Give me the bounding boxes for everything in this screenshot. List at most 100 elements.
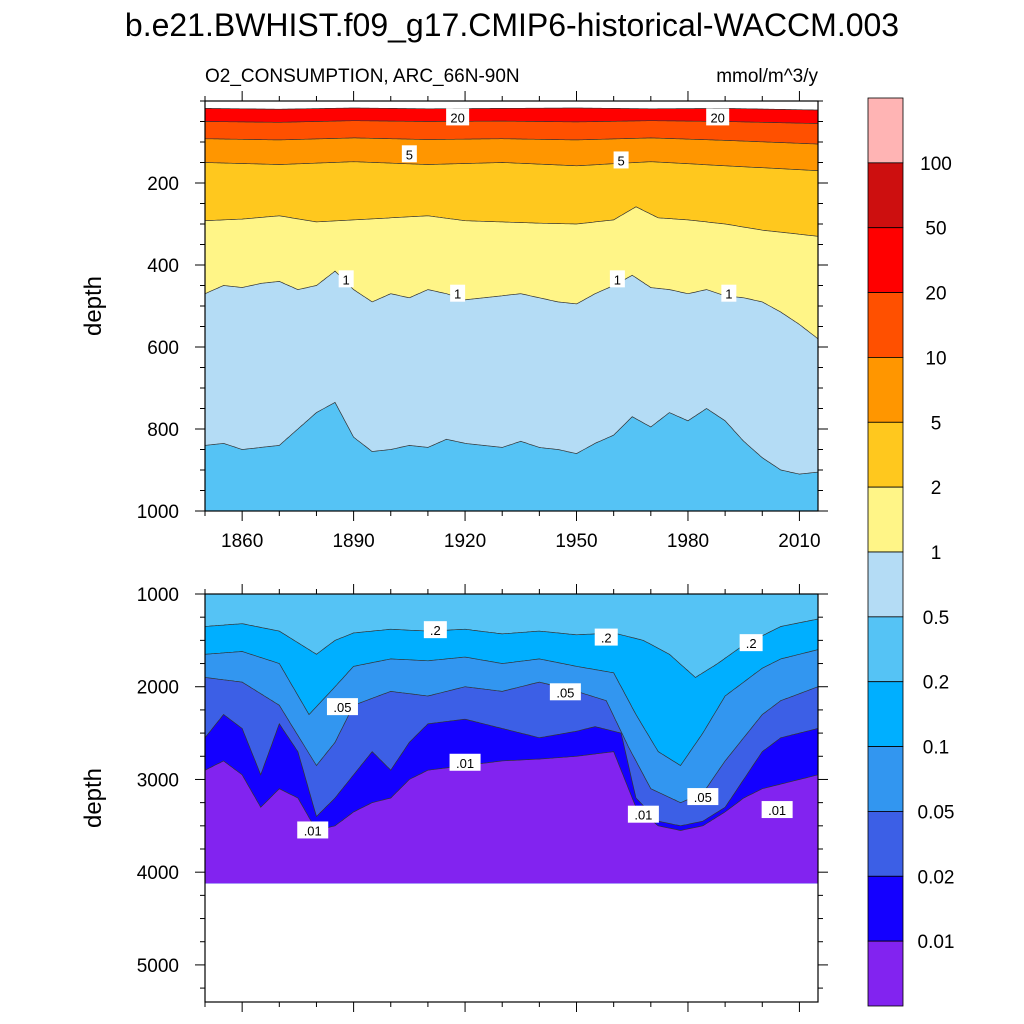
colorbar-swatch	[867, 97, 904, 164]
colorbar-swatch	[867, 292, 904, 358]
plot-frame	[204, 593, 819, 1003]
colorbar-swatch	[867, 746, 904, 812]
colorbar: 100 50 20 10 5 2 1 0.5 0.2 0.1 0.05 0.02 0.01	[867, 97, 955, 1007]
colorbar-label: 50	[925, 219, 946, 240]
svg-text:1: 1	[343, 272, 350, 287]
y-axis-label: depth	[80, 768, 107, 828]
contour-label: .01	[627, 805, 659, 823]
contour-label: .2	[739, 634, 763, 652]
contour-label: .05	[326, 698, 358, 716]
svg-text:20: 20	[450, 110, 464, 125]
colorbar-swatch	[867, 616, 904, 683]
svg-text:.01: .01	[304, 823, 322, 838]
contour-label: .2	[423, 621, 447, 639]
y-tick-label: 800	[147, 420, 179, 441]
x-tick-label: 2010	[778, 531, 820, 552]
colorbar-swatch	[867, 940, 904, 1007]
contour-label: 1	[338, 270, 354, 288]
y-tick-label: 1000	[137, 585, 179, 606]
contour-label: 1	[450, 284, 466, 302]
y-tick-label: 400	[147, 256, 179, 277]
y-axis-label: depth	[80, 276, 107, 336]
colorbar-label: 0.5	[923, 608, 949, 629]
colorbar-label: 0.01	[918, 932, 955, 953]
contour-label: 20	[446, 108, 470, 126]
colorbar-label: 0.1	[923, 738, 949, 759]
y-tick-label: 2000	[137, 678, 179, 699]
contour-line	[205, 649, 818, 766]
colorbar-swatch	[867, 227, 904, 293]
units-label: mmol/m^3/y	[716, 66, 818, 87]
contour-band-0p5	[205, 402, 818, 511]
contour-band-0p01	[205, 751, 818, 884]
colorbar-swatch	[867, 811, 904, 877]
contour-label: .01	[449, 753, 481, 771]
contour-line	[205, 270, 818, 340]
svg-text:20: 20	[710, 110, 724, 125]
colorbar-swatch	[867, 681, 904, 747]
svg-text:1: 1	[454, 287, 461, 302]
svg-text:.2: .2	[430, 623, 441, 638]
contour-label: .01	[297, 821, 329, 839]
colorbar-label: 0.05	[918, 802, 955, 823]
contour-label: 5	[613, 151, 629, 169]
contour-line	[205, 677, 818, 803]
svg-text:.01: .01	[456, 756, 474, 771]
colorbar-swatch	[867, 551, 904, 618]
colorbar-label: 10	[925, 348, 946, 369]
svg-text:.2: .2	[746, 636, 757, 651]
lower-panel: 1000 2000 3000 4000 5000 depth .2 .2 .2 .05 .05 .05…	[80, 584, 828, 1012]
colorbar-label: 0.2	[923, 673, 949, 694]
contour-label: .05	[549, 683, 581, 701]
y-tick-label: 3000	[137, 770, 179, 791]
contour-line	[205, 618, 818, 678]
colorbar-swatch	[867, 421, 904, 488]
contour-line	[205, 161, 818, 172]
colorbar-swatch	[867, 357, 904, 423]
x-tick-label: 1980	[667, 531, 709, 552]
svg-text:.05: .05	[694, 790, 712, 805]
svg-text:1: 1	[614, 272, 621, 287]
x-tick-label: 1950	[555, 531, 597, 552]
y-tick-label: 4000	[137, 863, 179, 884]
svg-text:.2: .2	[601, 631, 612, 646]
svg-text:5: 5	[406, 147, 413, 162]
contour-line	[205, 751, 818, 831]
svg-text:5: 5	[617, 153, 624, 168]
y-tick-label: 5000	[137, 956, 179, 977]
contour-label: 5	[401, 145, 417, 163]
y-tick-label: 200	[147, 174, 179, 195]
contour-line	[205, 206, 818, 237]
contour-label: .05	[687, 788, 719, 806]
contour-label: .2	[594, 628, 618, 646]
svg-text:1: 1	[725, 287, 732, 302]
upper-panel: 1860 1890 1920 1950 1980 2010 200 400 600 800 1000…	[80, 91, 828, 552]
contour-label: 20	[706, 108, 730, 126]
variable-region-label: O2_CONSUMPTION, ARC_66N-90N	[205, 66, 520, 87]
svg-text:.05: .05	[556, 685, 574, 700]
svg-text:.05: .05	[333, 700, 351, 715]
svg-text:.01: .01	[634, 808, 652, 823]
contour-label: .01	[761, 801, 793, 819]
colorbar-label: 1	[931, 543, 942, 564]
colorbar-label: 20	[925, 284, 946, 305]
figure-title: b.e21.BWHIST.f09_g17.CMIP6-historical-WA…	[125, 7, 899, 43]
svg-text:.01: .01	[768, 803, 786, 818]
y-tick-label: 600	[147, 338, 179, 359]
colorbar-swatch	[867, 486, 904, 553]
contour-line	[205, 401, 818, 475]
colorbar-swatch	[867, 162, 904, 229]
contour-label: 1	[721, 284, 737, 302]
colorbar-label: 2	[931, 478, 942, 499]
contour-line	[205, 137, 818, 145]
colorbar-label: 100	[920, 154, 952, 175]
contour-label: 1	[609, 270, 625, 288]
y-tick-label: 1000	[137, 502, 179, 523]
colorbar-label: 5	[931, 413, 942, 434]
colorbar-swatch	[867, 875, 904, 942]
x-tick-label: 1920	[444, 531, 486, 552]
x-tick-label: 1890	[332, 531, 374, 552]
colorbar-label: 0.02	[918, 867, 955, 888]
x-tick-label: 1860	[221, 531, 263, 552]
